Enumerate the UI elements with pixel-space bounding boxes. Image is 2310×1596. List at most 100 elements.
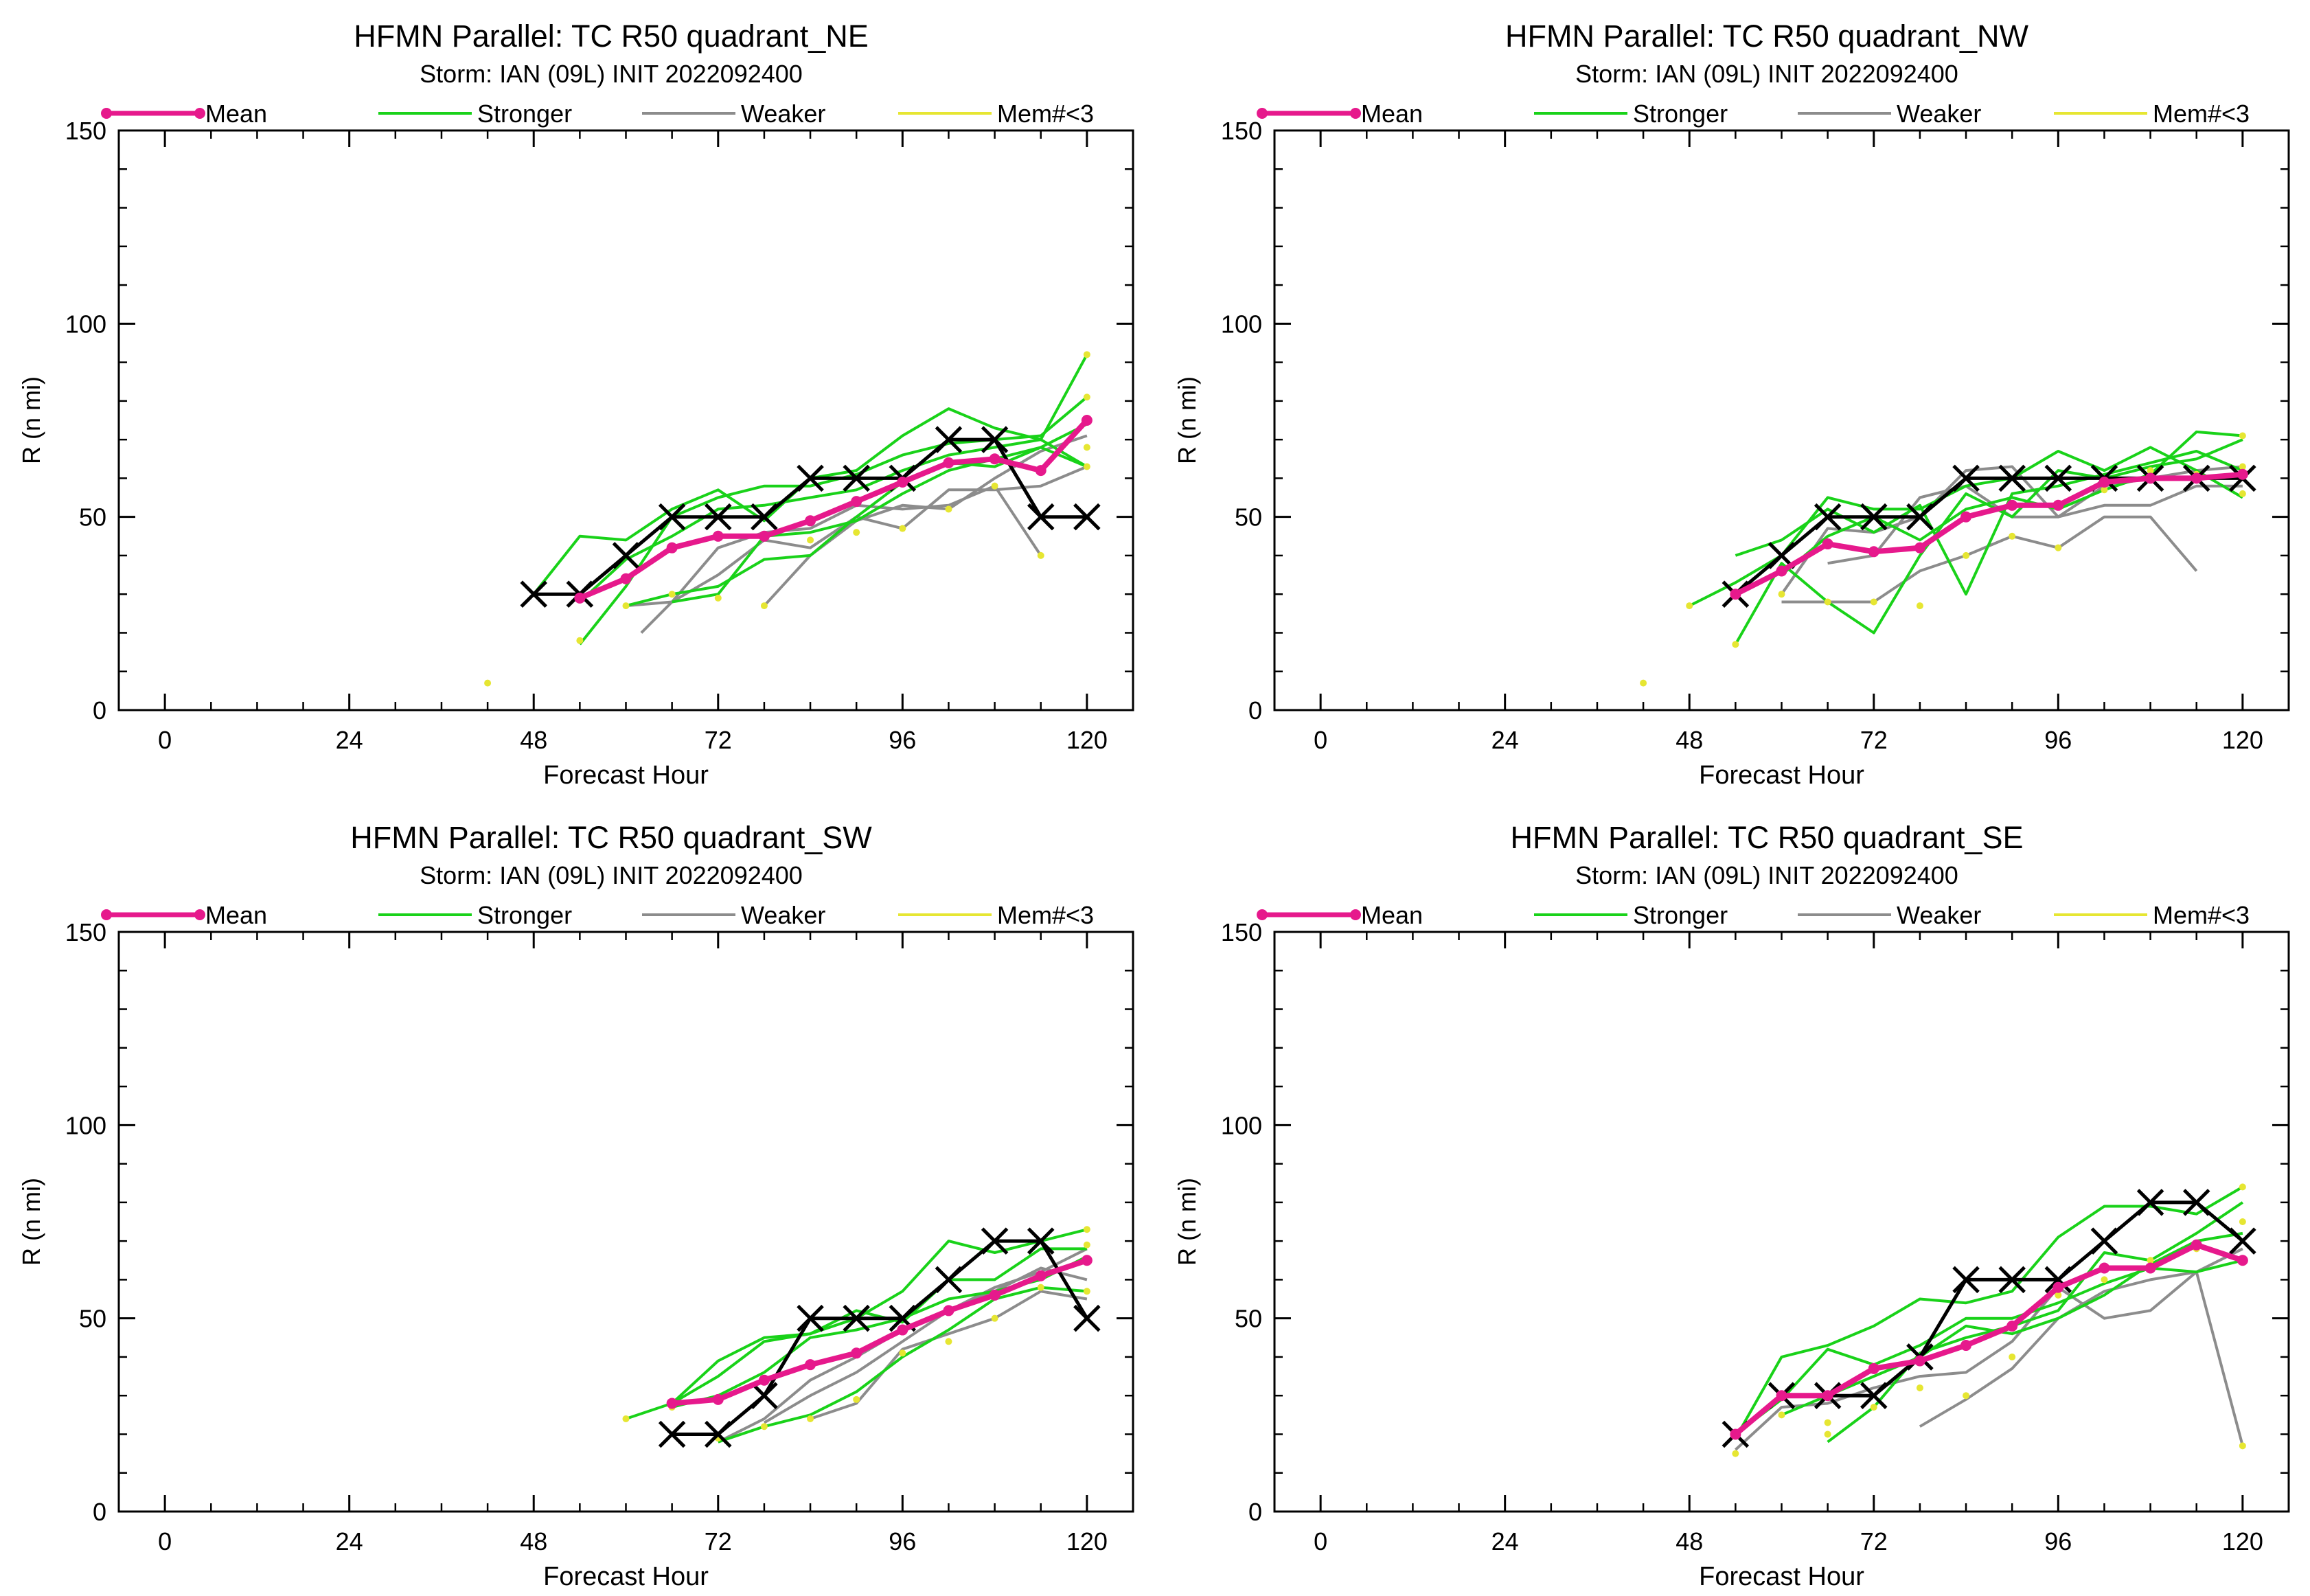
chart-subtitle: Storm: IAN (09L) INIT 2022092400	[1575, 861, 1958, 889]
x-tick-label: 120	[1066, 726, 1108, 754]
mem-point	[2147, 467, 2154, 475]
y-axis-label: R (n mi)	[1173, 1178, 1201, 1266]
x-tick-label: 96	[889, 1527, 916, 1555]
y-tick-label: 100	[1221, 310, 1262, 338]
mem-point	[484, 679, 492, 687]
mem-point	[1778, 1411, 1785, 1419]
y-tick-label: 150	[65, 117, 106, 145]
mean-point	[1822, 538, 1833, 550]
mem-point	[945, 505, 952, 513]
chart-title: HFMN Parallel: TC R50 quadrant_SW	[350, 820, 872, 855]
best-track-marker	[658, 503, 686, 531]
mem-point	[1083, 463, 1090, 470]
weaker-member-line	[810, 1290, 1088, 1420]
mem-point	[853, 529, 860, 536]
legend-marker-mean	[1350, 909, 1361, 920]
mean-point	[1776, 565, 1787, 577]
best-track-marker	[1814, 503, 1842, 531]
x-axis-label: Forecast Hour	[1699, 761, 1864, 790]
mem-point	[1083, 444, 1090, 451]
best-track-marker	[2044, 1266, 2072, 1294]
stronger-member-line	[626, 422, 1088, 608]
mean-point	[712, 1393, 724, 1405]
best-track-marker	[1952, 1266, 1980, 1294]
best-track-marker	[520, 580, 547, 608]
mem-point	[1824, 1430, 1831, 1438]
best-track-marker	[797, 464, 824, 492]
best-track-marker	[751, 1382, 778, 1409]
mem-point	[760, 602, 768, 610]
chart-panel-1: HFMN Parallel: TC R50 quadrant_NW Storm: …	[1173, 19, 2290, 790]
best-track-marker	[705, 503, 732, 531]
mean-point	[1868, 546, 1879, 558]
mem-point	[714, 594, 722, 602]
best-track-marker	[797, 1304, 824, 1332]
mean-point	[2237, 1255, 2248, 1266]
x-tick-label: 0	[158, 1527, 172, 1555]
mean-point	[2191, 1239, 2202, 1251]
mem-point	[1083, 1288, 1090, 1295]
best-track-marker	[612, 542, 640, 569]
best-track-marker	[1860, 503, 1888, 531]
mean-point	[1914, 542, 1925, 554]
x-tick-label: 72	[705, 726, 732, 754]
mean-line	[578, 418, 1089, 601]
x-tick-label: 24	[336, 1527, 363, 1555]
legend-marker-mean	[101, 108, 112, 119]
mem-point	[2239, 490, 2246, 497]
chart-title: HFMN Parallel: TC R50 quadrant_SE	[1511, 820, 2024, 855]
x-tick-label: 0	[158, 726, 172, 754]
best-track-marker	[1073, 503, 1101, 531]
mem-point	[1963, 1392, 1970, 1400]
stronger-member-line	[1734, 1185, 2243, 1439]
x-tick-label: 72	[1860, 726, 1888, 754]
mem-point	[991, 482, 998, 490]
x-tick-label: 120	[2222, 726, 2263, 754]
x-tick-label: 48	[1676, 726, 1703, 754]
mean-point	[2006, 1320, 2018, 1332]
mem-point	[2055, 1291, 2062, 1299]
y-tick-label: 150	[65, 918, 106, 946]
y-tick-label: 50	[1235, 1305, 1262, 1333]
mean-point	[851, 496, 862, 508]
mean-point	[1035, 1270, 1047, 1281]
mean-point	[2006, 499, 2018, 511]
x-tick-label: 96	[2044, 726, 2072, 754]
mem-point	[576, 637, 584, 644]
mem-point	[2239, 1218, 2246, 1225]
y-tick-label: 150	[1221, 117, 1262, 145]
mean-point	[2099, 1262, 2110, 1274]
best-track-marker	[1998, 1266, 2026, 1294]
stronger-member-line	[1735, 450, 2243, 596]
legend-marker-mean	[1257, 909, 1268, 920]
mem-point	[899, 525, 906, 532]
legend-label-mem: Mem#<3	[997, 901, 1094, 929]
mean-point	[620, 573, 632, 584]
stronger-member-line	[672, 1255, 1088, 1409]
mem-point	[622, 602, 630, 610]
mem-point	[1732, 641, 1739, 648]
mem-point	[760, 1423, 768, 1430]
legend-label-mem: Mem#<3	[997, 100, 1094, 128]
best-track-marker	[1906, 503, 1934, 531]
chart-subtitle: Storm: IAN (09L) INIT 2022092400	[1575, 60, 1958, 88]
legend-label-weaker: Weaker	[741, 100, 825, 128]
mem-point	[1963, 551, 1970, 559]
mean-point	[2145, 472, 2156, 484]
legend-label-weaker: Weaker	[1897, 901, 1981, 929]
y-tick-label: 0	[1248, 696, 1262, 725]
x-tick-label: 48	[520, 726, 547, 754]
best-track-marker	[1952, 464, 1980, 492]
x-axis-label: Forecast Hour	[543, 761, 709, 790]
legend-label-stronger: Stronger	[477, 100, 572, 128]
weaker-member-line	[1735, 1270, 2244, 1451]
x-tick-label: 48	[1676, 1527, 1703, 1555]
plot-frame	[117, 931, 1134, 1513]
mem-point	[1916, 602, 1923, 610]
best-track-marker	[1860, 1382, 1888, 1409]
mem-point	[1870, 1404, 1877, 1411]
x-axis-label: Forecast Hour	[1699, 1562, 1864, 1591]
mean-point	[2052, 499, 2064, 511]
legend-label-mem: Mem#<3	[2153, 100, 2250, 128]
mem-point	[945, 1338, 952, 1345]
